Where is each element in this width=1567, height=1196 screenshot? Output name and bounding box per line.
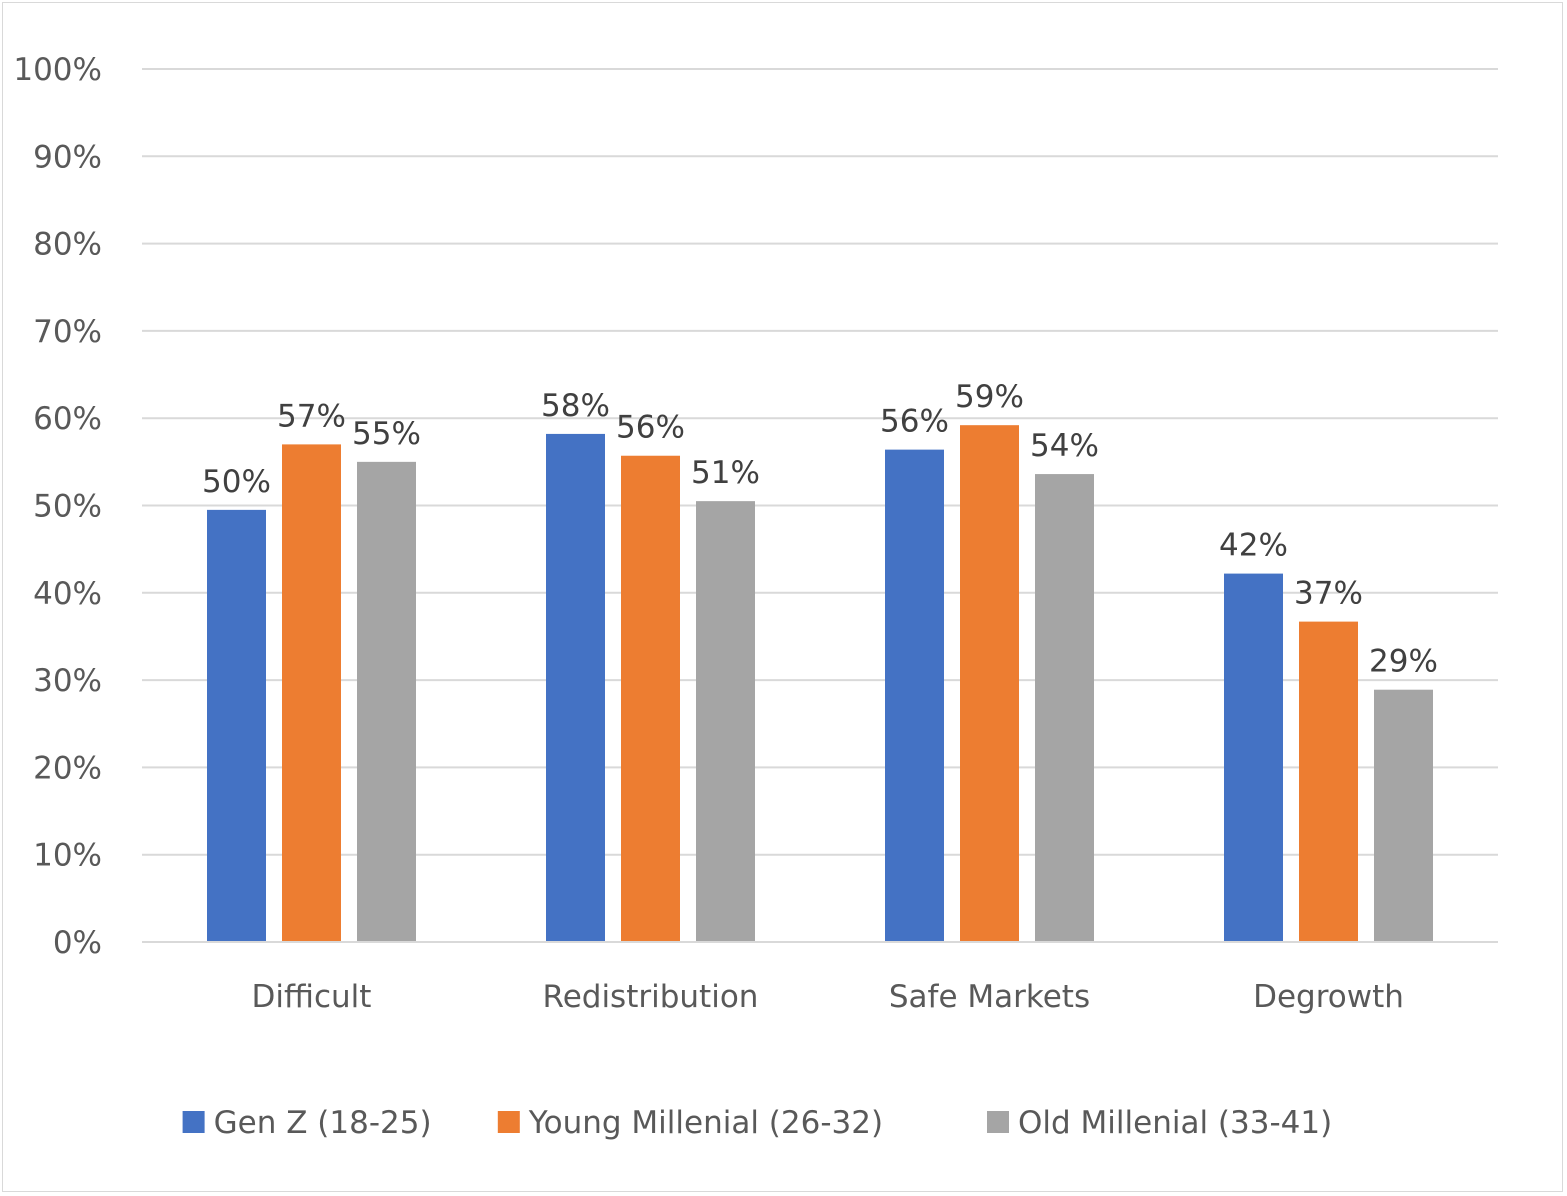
data-label: 57% — [277, 398, 346, 434]
data-label: 29% — [1369, 644, 1438, 680]
x-category-label: Difficult — [252, 979, 372, 1015]
y-tick-label: 80% — [33, 227, 102, 263]
legend-swatch — [497, 1111, 520, 1133]
bar — [357, 461, 416, 942]
data-label: 59% — [955, 379, 1024, 415]
bar — [1224, 573, 1283, 942]
y-tick-label: 70% — [33, 314, 102, 350]
data-label: 51% — [691, 455, 760, 491]
y-tick-label: 90% — [33, 139, 102, 175]
bar — [1374, 689, 1433, 942]
bar — [621, 455, 680, 942]
legend-label: Gen Z (18-25) — [214, 1105, 432, 1141]
legend-label: Young Millenial (26-32) — [528, 1105, 883, 1141]
bar — [207, 509, 266, 942]
bar — [885, 449, 944, 942]
y-tick-label: 40% — [33, 576, 102, 612]
legend-label: Old Millenial (33-41) — [1018, 1105, 1332, 1141]
data-label: 56% — [616, 410, 685, 446]
data-label: 54% — [1030, 428, 1099, 464]
bar — [546, 433, 605, 942]
y-tick-label: 0% — [53, 925, 102, 961]
legend-swatch — [987, 1111, 1009, 1133]
bar — [960, 425, 1019, 943]
bar — [1035, 474, 1094, 942]
x-category-label: Redistribution — [543, 979, 759, 1015]
x-category-label: Safe Markets — [889, 979, 1090, 1015]
y-tick-label: 100% — [13, 52, 102, 88]
x-category-label: Degrowth — [1253, 979, 1404, 1015]
bar — [1299, 621, 1358, 942]
bar — [282, 444, 341, 942]
data-label: 56% — [880, 404, 949, 440]
y-tick-label: 60% — [33, 401, 102, 437]
legend-swatch — [182, 1111, 205, 1133]
data-label: 55% — [352, 416, 421, 452]
y-tick-label: 50% — [33, 489, 102, 525]
bar — [696, 501, 755, 942]
y-tick-label: 20% — [33, 750, 102, 786]
y-tick-label: 30% — [33, 663, 102, 699]
data-label: 37% — [1294, 576, 1363, 612]
data-label: 42% — [1219, 528, 1288, 564]
data-label: 58% — [541, 388, 610, 424]
data-label: 50% — [202, 464, 271, 500]
y-tick-label: 10% — [33, 838, 102, 874]
